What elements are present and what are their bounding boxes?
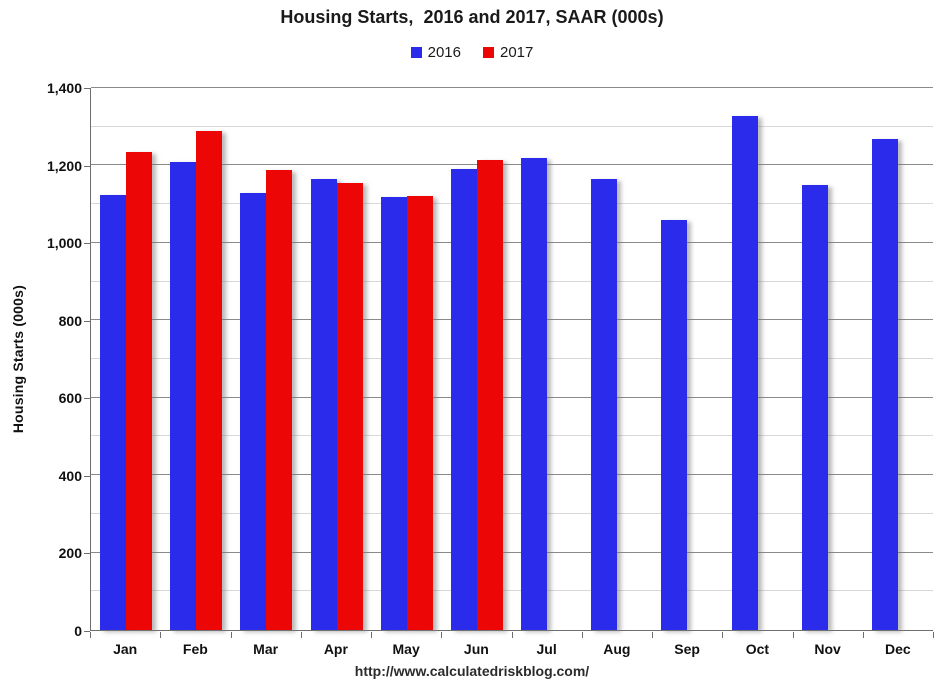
x-tick-label-dec: Dec	[885, 641, 911, 657]
y-tick-label-600: 600	[58, 390, 82, 407]
y-tick-label-1200: 1,200	[46, 157, 82, 174]
x-tick-mark-4	[371, 632, 372, 638]
gridline-1100	[91, 203, 933, 205]
bar-series	[91, 88, 933, 630]
bar-2016-feb	[170, 161, 197, 630]
x-tick-mark-9	[722, 632, 724, 638]
gridline-100	[91, 590, 933, 592]
bar-2017-feb	[196, 130, 223, 630]
category-mar	[231, 88, 301, 630]
legend-item-2016: 2016	[410, 44, 461, 61]
y-tick-label-1400: 1,400	[46, 80, 82, 96]
category-dec	[863, 88, 933, 630]
bar-2016-may	[380, 197, 407, 630]
x-tick-mark-3	[300, 632, 302, 638]
y-tick-mark-0	[84, 631, 90, 632]
x-tick-mark-11	[862, 632, 864, 638]
gridline-200	[91, 551, 933, 553]
x-tick-label-jul: Jul	[536, 641, 557, 657]
x-tick-label-nov: Nov	[814, 641, 841, 657]
x-tick-label-apr: Apr	[323, 641, 348, 657]
gridline-400	[91, 474, 933, 476]
x-tick-mark-12	[933, 632, 934, 638]
x-tick-label-may: May	[392, 641, 420, 657]
x-tick-label-aug: Aug	[603, 641, 631, 657]
y-tick-mark-800	[84, 320, 90, 322]
x-tick-mark-8	[652, 632, 653, 638]
source-url: http://www.calculatedriskblog.com/	[354, 663, 590, 679]
category-jun	[442, 88, 512, 630]
bar-2016-nov	[801, 185, 828, 630]
gridline-900	[91, 280, 933, 282]
y-tick-label-400: 400	[58, 467, 82, 484]
x-tick-label-oct: Oct	[745, 641, 770, 657]
x-tick-mark-0	[90, 632, 91, 638]
y-tick-mark-1400	[84, 88, 90, 89]
legend-label-2016: 2016	[427, 44, 461, 61]
y-tick-mark-600	[84, 398, 90, 400]
y-tick-label-1000: 1,000	[46, 235, 82, 252]
bar-2016-dec	[871, 139, 898, 630]
category-apr	[302, 88, 372, 630]
x-tick-label-jan: Jan	[113, 641, 138, 657]
gridline-500	[91, 435, 933, 437]
category-may	[372, 88, 442, 630]
category-feb	[161, 88, 231, 630]
x-tick-label-sep: Sep	[674, 641, 700, 657]
bar-2017-jan	[126, 151, 153, 630]
category-nov	[793, 88, 863, 630]
gridline-700	[91, 358, 933, 359]
y-tick-label-200: 200	[58, 545, 82, 562]
x-tick-label-jun: Jun	[463, 641, 489, 657]
x-tick-mark-1	[160, 632, 162, 638]
bar-2016-apr	[310, 179, 337, 630]
gridline-1000	[91, 241, 933, 243]
bar-2016-aug	[591, 179, 618, 630]
y-tick-label-800: 800	[58, 312, 82, 329]
y-tick-label-0: 0	[74, 623, 82, 639]
category-aug	[582, 88, 652, 630]
x-axis-labels: Jan Feb Mar Apr May Jun Jul Aug Sep Oct Nov Dec	[90, 641, 933, 657]
bar-2016-jan	[100, 195, 127, 630]
bar-2016-sep	[661, 219, 688, 630]
gridline-1400	[91, 87, 933, 88]
gridline-1200	[91, 164, 933, 166]
category-sep	[652, 88, 722, 630]
category-jan	[91, 88, 161, 630]
y-tick-mark-1000	[84, 243, 90, 245]
legend-item-2017: 2017	[483, 44, 533, 61]
bar-2017-apr	[336, 183, 363, 630]
category-jul	[512, 88, 582, 630]
bar-2016-jul	[521, 157, 548, 630]
legend-swatch-2017-icon	[483, 47, 494, 58]
x-tick-mark-5	[441, 632, 443, 638]
bar-2016-mar	[240, 192, 267, 630]
y-tick-mark-200	[84, 553, 90, 555]
x-tick-mark-6	[511, 632, 513, 638]
x-tick-mark-7	[581, 632, 583, 638]
chart-title: Housing Starts, 2016 and 2017, SAAR (000…	[280, 7, 664, 27]
gridline-800	[91, 319, 933, 321]
bar-2016-jun	[450, 169, 477, 630]
plot-area	[90, 87, 933, 631]
gridline-1300	[91, 125, 933, 127]
bar-2017-mar	[266, 169, 293, 630]
x-tick-mark-10	[792, 632, 794, 638]
x-tick-label-feb: Feb	[182, 641, 208, 657]
x-tick-mark-2	[230, 632, 232, 638]
bar-2017-may	[406, 196, 433, 630]
legend-label-2017: 2017	[500, 44, 534, 61]
y-tick-mark-400	[84, 475, 90, 477]
category-oct	[723, 88, 793, 630]
y-tick-mark-1200	[84, 165, 90, 167]
y-axis-title-text: Housing Starts (000s)	[10, 285, 26, 434]
gridline-600	[91, 396, 933, 398]
legend-swatch-2016-icon	[410, 47, 422, 58]
bar-2016-oct	[731, 116, 758, 630]
bar-2017-jun	[476, 160, 503, 630]
x-tick-label-mar: Mar	[253, 641, 279, 657]
gridline-300	[91, 512, 933, 514]
legend: 2016 2017	[0, 44, 944, 61]
